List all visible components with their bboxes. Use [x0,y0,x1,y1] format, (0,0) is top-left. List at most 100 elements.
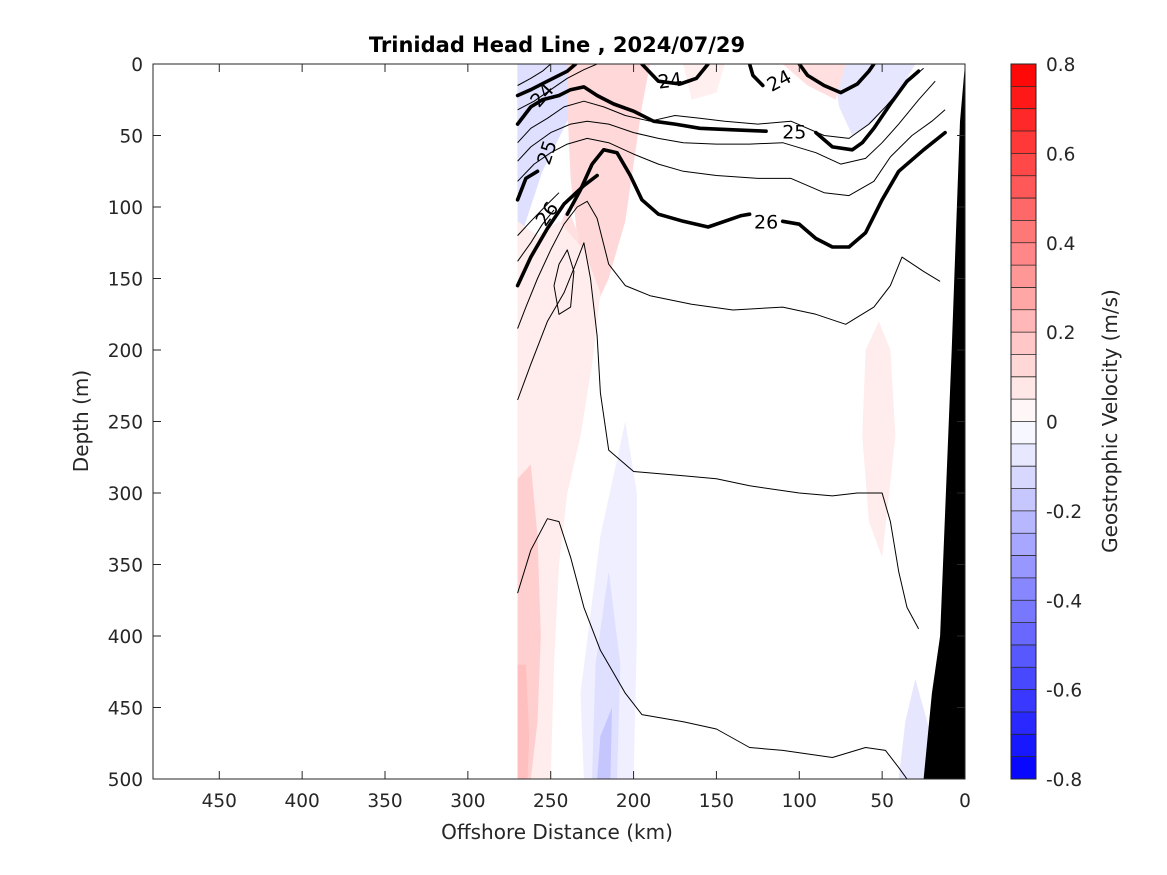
colorbar-swatch-30 [1011,734,1036,758]
isopycnal-thin-10 [517,518,908,779]
colorbar: 0.8 0.6 0.4 0.2 0 -0.2 -0.4 -0.6 -0.8 [1010,55,1082,791]
velocity-patch-8 [782,64,846,100]
colorbar-tick-label-4: 0 [1046,413,1058,434]
x-tick-label-8: 50 [870,791,894,812]
y-tick-label-5: 250 [108,413,143,434]
colorbar-swatch-25 [1011,622,1036,646]
colorbar-tick-label-6: -0.4 [1046,591,1082,612]
colorbar-swatch-21 [1011,533,1036,557]
colorbar-swatch-22 [1011,555,1036,579]
x-tick-label-3: 300 [450,791,485,812]
colorbar-tick-label-0: 0.8 [1046,55,1075,76]
colorbar-swatch-28 [1011,689,1036,713]
colorbar-swatch-20 [1011,510,1036,534]
y-tick-label-9: 450 [108,699,143,720]
colorbar-tick-label-7: -0.6 [1046,681,1082,702]
colorbar-label: Geostrophic Velocity (m/s) [1098,289,1122,553]
isopycnal-thin-2 [517,67,924,144]
colorbar-swatch-8 [1011,242,1036,266]
y-tick-label-2: 100 [108,198,143,219]
y-tick-label-8: 400 [108,627,143,648]
bathymetry-mask [923,64,965,779]
colorbar-swatch-27 [1011,667,1036,691]
colorbar-swatch-18 [1011,466,1036,490]
x-axis: 450 400 350 300 250 200 150 100 50 0 [202,64,971,812]
colorbar-swatch-3 [1011,131,1036,154]
contour-label-1: 24 [657,69,684,94]
isopycnal-thin-0 [517,64,552,86]
isopycnal-thin-1 [517,64,598,111]
x-tick-label-6: 150 [699,791,734,812]
colorbar-swatch-31 [1011,756,1036,780]
y-tick-label-0: 0 [131,55,143,76]
colorbar-swatch-16 [1011,421,1036,445]
colorbar-tick-label-5: -0.2 [1046,502,1082,523]
velocity-patch-3 [517,64,626,250]
isopycnal-bold-2-2 [780,130,947,249]
isopycnal-bold-0-1 [640,64,710,86]
colorbar-swatch-19 [1011,488,1036,512]
isopycnal-thin-6 [517,209,555,262]
colorbar-swatch-0 [1011,64,1036,87]
isopycnal-bold-2-0 [515,169,540,202]
colorbar-swatch-2 [1011,108,1036,132]
x-tick-label-4: 250 [533,791,568,812]
colorbar-swatch-14 [1011,376,1036,400]
colorbar-swatch-26 [1011,644,1036,668]
colorbar-swatch-29 [1011,711,1036,735]
isopycnal-bold-1-0 [515,85,768,133]
isopycnal-contours [515,64,947,779]
contour-label-6: 26 [754,212,778,234]
chart-title: Trinidad Head Line , 2024/07/29 [369,33,745,57]
isopycnal-bold-0-3 [797,64,876,95]
colorbar-swatch-23 [1011,577,1036,601]
y-axis-label: Depth (m) [69,370,93,472]
colorbar-swatch-9 [1011,265,1036,288]
seafloor-shape [923,64,965,779]
colorbar-tick-label-1: 0.6 [1046,144,1075,165]
colorbar-swatch-7 [1011,220,1036,244]
x-tick-label-5: 200 [616,791,651,812]
x-tick-label-1: 400 [284,791,319,812]
x-tick-label-7: 100 [782,791,817,812]
isopycnal-bold-1-1 [814,69,921,152]
velocity-patch-13 [517,664,530,779]
colorbar-tick-label-2: 0.4 [1046,234,1075,255]
y-tick-label-3: 150 [108,270,143,291]
colorbar-swatch-5 [1011,175,1036,199]
y-tick-label-6: 300 [108,484,143,505]
colorbar-swatch-1 [1011,86,1036,110]
isopycnal-thin-3 [517,80,936,165]
velocity-patch-16 [592,571,621,779]
isopycnal-thin-5 [517,192,560,236]
colorbar-frame [1010,63,1037,780]
y-tick-label-1: 50 [119,127,143,148]
velocity-patch-7 [567,64,651,315]
velocity-patch-5 [832,64,916,136]
x-tick-label-2: 350 [367,791,402,812]
velocity-patch-17 [597,707,612,779]
contour-label-4: 25 [782,122,806,144]
x-tick-label-0: 450 [202,791,237,812]
colorbar-swatch-17 [1011,443,1036,467]
velocity-patch-14 [862,321,896,558]
colorbar-swatch-10 [1011,287,1036,311]
colorbar-swatch-6 [1011,198,1036,221]
colorbar-swatch-15 [1011,399,1036,422]
y-tick-label-4: 200 [108,341,143,362]
colorbar-tick-label-8: -0.8 [1046,770,1082,791]
isopycnal-thin-4 [517,109,946,197]
isopycnal-bold-3-0 [515,173,599,288]
colorbar-swatch-11 [1011,309,1036,333]
y-tick-label-10: 500 [108,770,143,791]
x-axis-label: Offshore Distance (km) [441,820,673,844]
colorbar-swatch-13 [1011,354,1036,378]
isopycnal-bold-0-0 [515,64,578,98]
colorbar-tick-label-3: 0.2 [1046,323,1075,344]
velocity-patch-9 [683,64,725,100]
colorbar-swatch-12 [1011,332,1036,355]
velocity-field [517,64,946,779]
colorbar-swatch-24 [1011,600,1036,624]
